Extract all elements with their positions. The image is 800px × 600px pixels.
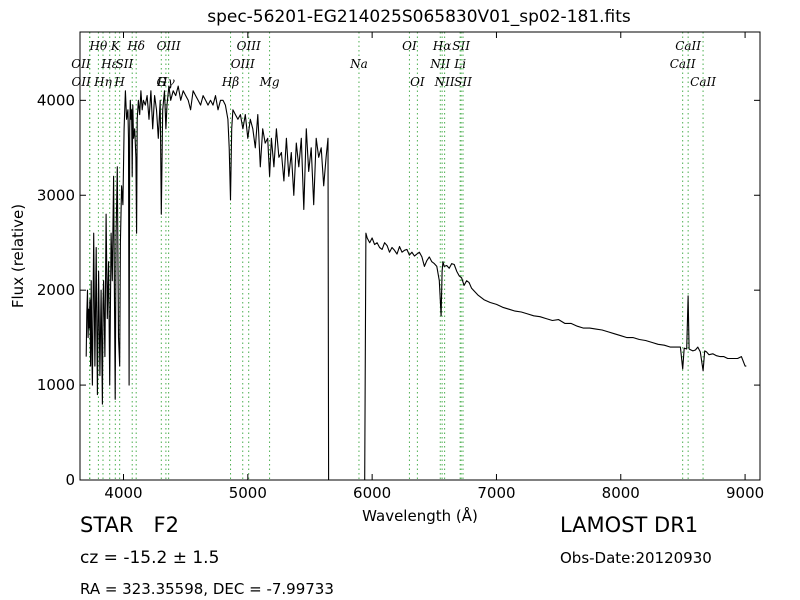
x-axis: 4000 5000 6000 7000 8000 9000 [104, 32, 764, 502]
spectral-line-label: OII [71, 57, 91, 71]
coordinates-label: RA = 323.35598, DEC = -7.99733 [80, 580, 334, 598]
spectral-line-label: Hγ [156, 75, 175, 89]
observation-date-label: Obs-Date:20120930 [560, 549, 712, 567]
spectral-line-label: NII [434, 75, 455, 89]
object-class-label: STAR F2 [80, 513, 179, 537]
spectral-line-label: Na [349, 57, 368, 71]
plot-frame [79, 31, 761, 481]
y-tick-label: 4000 [37, 91, 75, 109]
y-tick-label: 0 [65, 471, 75, 489]
spectral-line-label: Hβ [221, 75, 239, 89]
x-axis-label: Wavelength (Å) [362, 506, 478, 525]
y-axis-label: Flux (relative) [9, 204, 27, 308]
chart-title: spec-56201-EG214025S065830V01_sp02-181.f… [207, 7, 631, 27]
spectral-line-label: OI [402, 39, 417, 53]
spectral-line-label: OIII [157, 39, 181, 53]
y-tick-label: 3000 [37, 186, 75, 204]
x-tick-label: 4000 [104, 484, 142, 502]
spectral-line-label: OI [410, 75, 425, 89]
x-tick-label: 5000 [229, 484, 267, 502]
spectral-line-label: CaII [690, 75, 716, 89]
redshift-label: cz = -15.2 ± 1.5 [80, 548, 220, 568]
spectrum-series [85, 85, 747, 481]
x-tick-label: 9000 [726, 484, 764, 502]
x-tick-label: 7000 [477, 484, 515, 502]
y-tick-label: 2000 [37, 281, 75, 299]
x-tick-label: 8000 [602, 484, 640, 502]
spectral-line-label: OIII [231, 57, 255, 71]
spectral-line-label: Hη [93, 75, 112, 89]
spectral-line-label: CaII [670, 57, 696, 71]
spectral-line-label: NII [429, 57, 450, 71]
spectral-line-label: OII [71, 75, 91, 89]
spectral-line-label: Mg [259, 75, 280, 89]
survey-label: LAMOST DR1 [560, 513, 699, 537]
spectral-line-label: SII [452, 39, 470, 53]
y-tick-label: 1000 [37, 376, 75, 394]
spectral-line-label: CaII [675, 39, 701, 53]
spectral-line-label: OIII [237, 39, 261, 53]
y-axis: 0 1000 2000 3000 4000 [37, 91, 760, 489]
spectral-line-label: Li [453, 57, 466, 71]
spectrum-line [85, 85, 747, 481]
spectral-line-label: Hδ [126, 39, 145, 53]
spectral-line-label: SII [116, 57, 134, 71]
spectral-line-label: K [110, 39, 121, 53]
x-tick-label: 6000 [353, 484, 391, 502]
spectral-line-label: H [113, 75, 125, 89]
spectral-line-label: Hθ [89, 39, 108, 53]
spectral-line-label: G [157, 75, 167, 89]
spectral-line-label: Hε [100, 57, 118, 71]
spectral-line-label: Hα [432, 39, 452, 53]
spectral-line-label: SII [454, 75, 472, 89]
spectral-line-markers: OII OII Hθ Hη Hε K H SII Hδ GHγ OIII Hβ OIII OIII Mg Na… [71, 32, 716, 480]
